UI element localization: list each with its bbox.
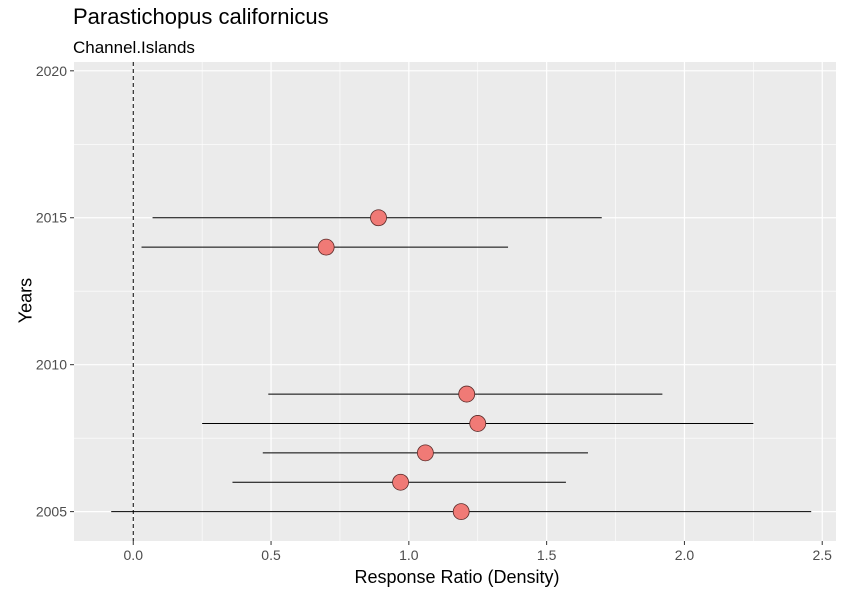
x-tick-label: 0.0	[124, 547, 144, 563]
data-point	[469, 415, 487, 432]
data-point	[392, 473, 409, 491]
data-point	[416, 444, 434, 462]
y-tick-label: 2015	[36, 210, 67, 226]
plot-panel	[74, 62, 836, 541]
chart-subtitle: Channel.Islands	[73, 38, 195, 57]
x-axis-label: Response Ratio (Density)	[354, 567, 560, 587]
x-tick-label: 2.5	[812, 547, 832, 563]
x-tick-label: 2.0	[675, 547, 695, 563]
data-point	[458, 385, 476, 403]
y-tick-label: 2020	[36, 63, 67, 79]
data-point	[370, 209, 387, 227]
data-point	[317, 238, 335, 256]
chart-title: Parastichopus californicus	[73, 4, 329, 29]
data-point	[452, 503, 470, 521]
x-tick-label: 1.0	[399, 547, 419, 563]
y-tick-label: 2005	[36, 504, 67, 520]
x-tick-label: 0.5	[261, 547, 281, 563]
y-tick-label: 2010	[36, 357, 67, 373]
x-tick-label: 1.5	[537, 547, 557, 563]
